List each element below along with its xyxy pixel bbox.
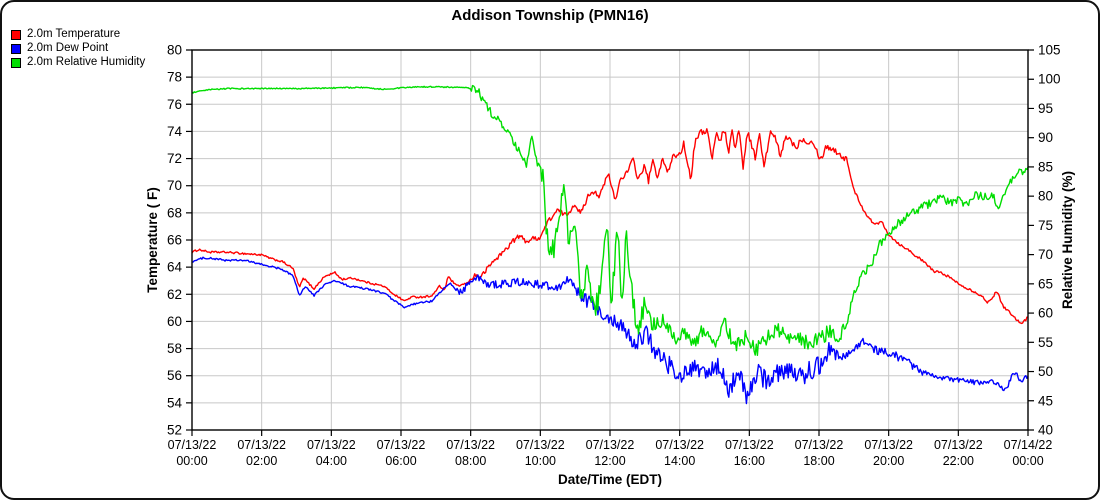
right-axis-tick-label: 85	[1038, 159, 1053, 174]
right-axis-tick-label: 75	[1038, 218, 1053, 233]
humidity-line	[191, 84, 1029, 356]
left-axis-title: Temperature ( F)	[145, 187, 160, 293]
right-axis-tick-label: 50	[1038, 364, 1053, 379]
right-axis-tick-label: 55	[1038, 335, 1053, 350]
left-axis-tick-label: 52	[167, 423, 182, 438]
right-axis-tick-label: 80	[1038, 189, 1053, 204]
left-axis-tick-label: 76	[167, 97, 182, 112]
legend-label-dew-point: 2.0m Dew Point	[27, 42, 109, 54]
legend-item-relative-humidity: 2.0m Relative Humidity	[11, 56, 146, 68]
x-tick-time-label: 08:00	[455, 454, 486, 468]
legend-item-dew-point: 2.0m Dew Point	[11, 42, 145, 54]
right-axis-tick-label: 100	[1038, 72, 1061, 87]
plot-border	[191, 49, 1029, 431]
x-tick-date-label: 07/13/22	[934, 438, 983, 452]
x-tick-date-label: 07/13/22	[864, 438, 913, 452]
left-axis-tick-label: 56	[167, 368, 182, 383]
x-tick-date-label: 07/14/22	[1004, 438, 1053, 452]
legend-swatch-temperature-icon	[11, 29, 21, 40]
left-axis-tick-label: 80	[167, 43, 182, 58]
x-tick-date-label: 07/13/22	[237, 438, 286, 452]
x-tick-time-label: 20:00	[873, 454, 904, 468]
x-tick-time-label: 06:00	[385, 454, 416, 468]
legend-label-relative-humidity: 2.0m Relative Humidity	[27, 56, 146, 68]
x-tick-time-label: 10:00	[525, 454, 556, 468]
left-axis-tick-label: 68	[167, 205, 182, 220]
x-tick-date-label: 07/13/22	[795, 438, 844, 452]
x-tick-date-label: 07/13/22	[655, 438, 704, 452]
right-axis-title: Relative Humidity (%)	[1060, 171, 1075, 309]
x-tick-time-label: 16:00	[734, 454, 765, 468]
right-axis-tick-label: 65	[1038, 276, 1053, 291]
legend-label-temperature: 2.0m Temperature	[27, 28, 121, 40]
x-tick-date-label: 07/13/22	[725, 438, 774, 452]
right-axis-tick-label: 45	[1038, 393, 1053, 408]
x-tick-time-label: 18:00	[803, 454, 834, 468]
x-tick-time-label: 00:00	[1012, 454, 1043, 468]
legend-swatch-dew-point-icon	[11, 43, 21, 54]
left-axis-tick-label: 72	[167, 151, 182, 166]
left-axis-tick-label: 78	[167, 70, 182, 85]
right-axis-tick-label: 95	[1038, 101, 1053, 116]
x-tick-time-label: 12:00	[594, 454, 625, 468]
x-tick-date-label: 07/13/22	[446, 438, 495, 452]
legend-swatch-relative-humidity-icon	[11, 57, 21, 68]
x-tick-time-label: 22:00	[943, 454, 974, 468]
temperature-line	[191, 128, 1029, 325]
right-axis-tick-label: 40	[1038, 423, 1053, 438]
x-tick-date-label: 07/13/22	[516, 438, 565, 452]
x-tick-time-label: 14:00	[664, 454, 695, 468]
left-axis-tick-label: 60	[167, 314, 182, 329]
legend-item-temperature: 2.0m Temperature	[11, 28, 145, 40]
right-axis-tick-label: 90	[1038, 130, 1053, 145]
x-tick-time-label: 04:00	[316, 454, 347, 468]
right-axis-tick-label: 105	[1038, 43, 1061, 58]
left-axis-tick-label: 70	[167, 178, 182, 193]
left-axis-tick-label: 66	[167, 233, 182, 248]
left-axis-tick-label: 64	[167, 260, 183, 275]
legend: 2.0m Temperature 2.0m Dew Point 2.0m Rel…	[11, 28, 146, 68]
x-tick-date-label: 07/13/22	[586, 438, 635, 452]
x-tick-time-label: 02:00	[246, 454, 277, 468]
x-tick-date-label: 07/13/22	[168, 438, 217, 452]
x-axis-title: Date/Time (EDT)	[558, 472, 662, 487]
left-axis-tick-label: 58	[167, 341, 182, 356]
right-axis-tick-label: 70	[1038, 247, 1053, 262]
x-tick-date-label: 07/13/22	[377, 438, 426, 452]
chart-title: Addison Township (PMN16)	[451, 7, 649, 24]
right-axis-tick-label: 60	[1038, 306, 1053, 321]
x-tick-date-label: 07/13/22	[307, 438, 356, 452]
left-axis-tick-label: 62	[167, 287, 182, 302]
dew-point-line	[191, 256, 1029, 405]
left-axis-tick-label: 54	[167, 395, 183, 410]
left-axis-tick-label: 74	[167, 124, 183, 139]
x-tick-time-label: 00:00	[176, 454, 207, 468]
